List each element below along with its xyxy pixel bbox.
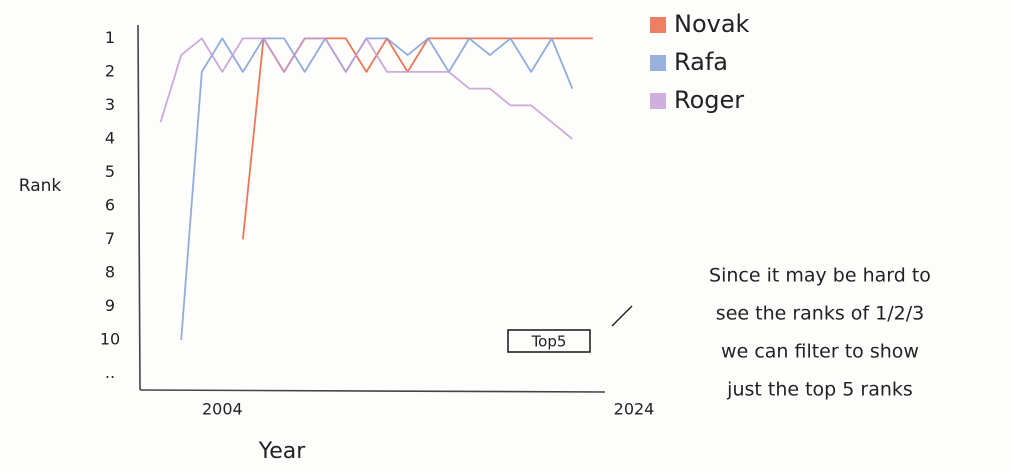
x-axis <box>139 389 606 393</box>
y-tick-label: 8 <box>105 262 115 281</box>
y-axis-label: Rank <box>19 176 62 196</box>
legend-label: Roger <box>674 86 744 114</box>
y-tick-label: 9 <box>105 296 115 315</box>
button-frame[interactable] <box>507 329 591 353</box>
y-tick-label: 4 <box>105 128 115 147</box>
series-line <box>159 37 573 140</box>
x-tick-label: 2024 <box>614 400 655 419</box>
annotation-line: see the ranks of 1/2/3 <box>716 303 924 325</box>
annotation-line: just the top 5 ranks <box>726 379 913 401</box>
y-tick-label: 1 <box>105 28 115 47</box>
y-tick-label: 2 <box>105 61 115 80</box>
annotation-pointer <box>611 305 633 327</box>
y-axis <box>137 24 141 391</box>
legend-swatch <box>650 17 666 33</box>
legend-swatch <box>650 93 666 109</box>
y-tick-label: .. <box>105 363 115 382</box>
x-axis-label: Year <box>258 439 307 464</box>
y-tick-label: 3 <box>105 95 115 114</box>
y-tick-label: 7 <box>105 229 115 248</box>
annotation-line: Since it may be hard to <box>709 265 931 287</box>
y-tick-label: 6 <box>105 195 115 214</box>
filter-button[interactable]: Top5 <box>507 329 591 353</box>
button-label[interactable]: Top5 <box>531 333 567 351</box>
legend-swatch <box>650 55 666 71</box>
legend-label: Rafa <box>674 48 728 76</box>
y-tick-label: 5 <box>105 162 115 181</box>
x-tick-label: 2004 <box>202 400 243 419</box>
series-line <box>180 37 574 340</box>
legend-label: Novak <box>674 10 750 38</box>
y-tick-label: 10 <box>100 329 120 348</box>
series-line <box>242 37 593 240</box>
annotation-line: we can filter to show <box>721 341 919 363</box>
